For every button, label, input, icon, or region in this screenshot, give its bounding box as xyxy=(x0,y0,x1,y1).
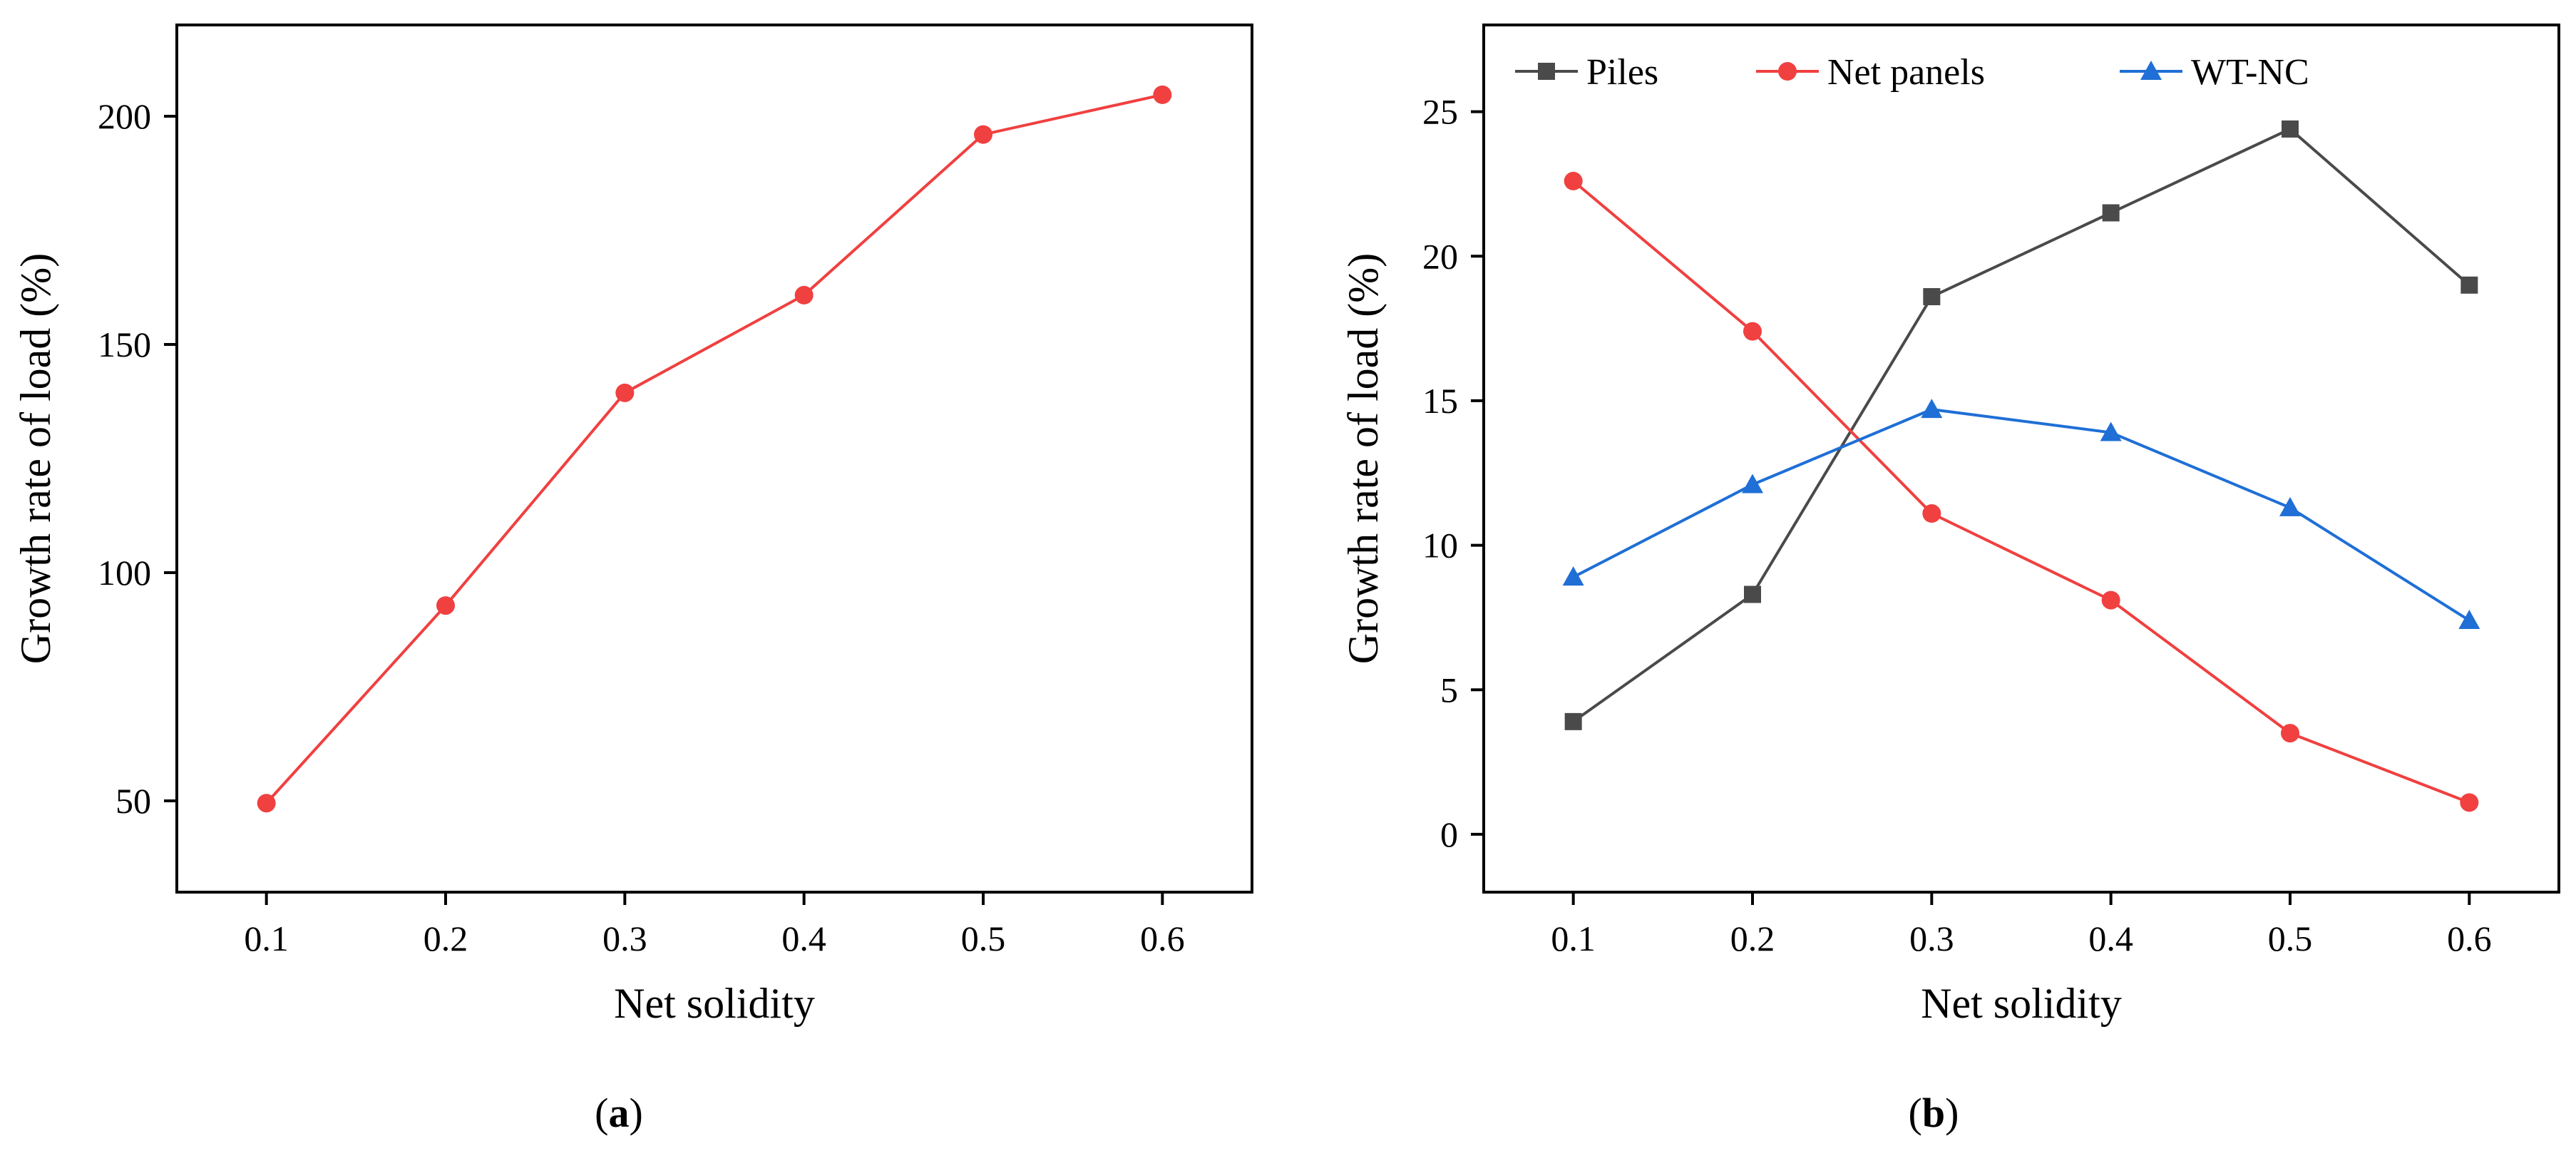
legend-piles-label: Piles xyxy=(1586,52,1658,93)
wt-nc-data-point xyxy=(2279,496,2301,516)
x-tick-label: 0.1 xyxy=(1551,919,1596,958)
net-panels-line xyxy=(1572,180,2470,804)
x-tick-label: 0.3 xyxy=(602,919,647,958)
series-data-point xyxy=(794,285,814,305)
x-tick-label: 0.2 xyxy=(1730,919,1775,958)
series-data-point xyxy=(615,383,635,402)
x-tick-label: 0.1 xyxy=(244,919,289,958)
legend-piles-marker xyxy=(1538,63,1555,80)
piles-data-point xyxy=(2282,120,2299,138)
piles-data-point xyxy=(1744,585,1761,603)
piles-line xyxy=(1572,127,2470,723)
piles-data-point xyxy=(2460,276,2478,294)
panel-b-plot-frame xyxy=(1482,24,2560,894)
net-panels-data-point xyxy=(1564,171,1583,190)
panel-a-chart: 0.1 0.2 0.3 0.4 0.5 0.6 50 100 150 200 Net solid… xyxy=(12,24,1253,1136)
x-tick-label: 0.4 xyxy=(781,919,826,958)
series-data-point xyxy=(436,596,455,615)
wt-nc-data-point xyxy=(1742,474,1763,493)
piles-data-point xyxy=(1923,288,1941,306)
panel-b-y-axis-label: Growth rate of load (%) xyxy=(1340,253,1387,664)
y-tick-label: 150 xyxy=(98,324,151,364)
panel-b-x-axis: 0.1 0.2 0.3 0.4 0.5 0.6 xyxy=(1551,892,2492,958)
wt-nc-data-point xyxy=(1562,566,1584,586)
panel-b-series-group xyxy=(1562,120,2480,812)
legend-net-panels-marker xyxy=(1778,62,1797,81)
wt-nc-data-point xyxy=(2100,421,2122,441)
panel-a-plot-frame xyxy=(175,24,1253,894)
x-tick-label: 0.6 xyxy=(1140,919,1185,958)
y-tick-label: 25 xyxy=(1422,92,1458,132)
y-tick-label: 10 xyxy=(1422,526,1458,566)
piles-data-point xyxy=(1564,712,1582,730)
series-data-point xyxy=(257,794,276,813)
net-panels-data-point xyxy=(2460,793,2479,812)
panel-a-x-axis-label: Net solidity xyxy=(614,980,815,1027)
panel-b-y-axis: 0 5 10 15 20 25 xyxy=(1422,92,1484,854)
legend-wt-nc-marker xyxy=(2140,61,2162,80)
legend-wt-nc-label: WT-NC xyxy=(2191,52,2309,93)
x-tick-label: 0.6 xyxy=(2447,919,2492,958)
series-data-point xyxy=(1153,85,1172,104)
x-tick-label: 0.4 xyxy=(2088,919,2133,958)
wt-nc-line xyxy=(1572,408,2470,622)
piles-data-point xyxy=(2102,204,2120,222)
panel-a-x-axis: 0.1 0.2 0.3 0.4 0.5 0.6 xyxy=(244,892,1185,958)
y-tick-label: 0 xyxy=(1440,814,1458,854)
y-tick-label: 100 xyxy=(98,553,151,593)
legend-net-panels-label: Net panels xyxy=(1827,52,1985,93)
panel-b-x-axis-label: Net solidity xyxy=(1921,980,2122,1027)
series-line xyxy=(265,93,1163,804)
panel-a-caption: (a) xyxy=(595,1090,643,1136)
panel-b-caption: (b) xyxy=(1909,1090,1959,1136)
y-tick-label: 5 xyxy=(1440,670,1458,710)
y-tick-label: 200 xyxy=(98,96,151,136)
y-tick-label: 20 xyxy=(1422,236,1458,276)
x-tick-label: 0.3 xyxy=(1909,919,1954,958)
x-tick-label: 0.5 xyxy=(2268,919,2313,958)
net-panels-data-point xyxy=(2101,590,2120,610)
panel-a-y-axis: 50 100 150 200 xyxy=(98,96,177,821)
net-panels-data-point xyxy=(1743,322,1762,341)
y-tick-label: 15 xyxy=(1422,381,1458,421)
y-tick-label: 50 xyxy=(116,781,151,821)
x-tick-label: 0.2 xyxy=(424,919,468,958)
panel-a-y-axis-label: Growth rate of load (%) xyxy=(12,253,59,664)
panel-b-legend: Piles Net panels WT-NC xyxy=(1515,52,2309,93)
panel-a-series-group xyxy=(257,85,1172,813)
net-panels-data-point xyxy=(1922,504,1941,523)
x-tick-label: 0.5 xyxy=(961,919,1006,958)
panel-b-chart: 0.1 0.2 0.3 0.4 0.5 0.6 0 5 10 15 20 25 Piles Net p… xyxy=(1340,24,2560,1136)
net-panels-data-point xyxy=(2281,724,2299,743)
wt-nc-data-point xyxy=(2458,609,2480,629)
wt-nc-data-point xyxy=(1921,399,1943,419)
series-data-point xyxy=(974,125,992,144)
